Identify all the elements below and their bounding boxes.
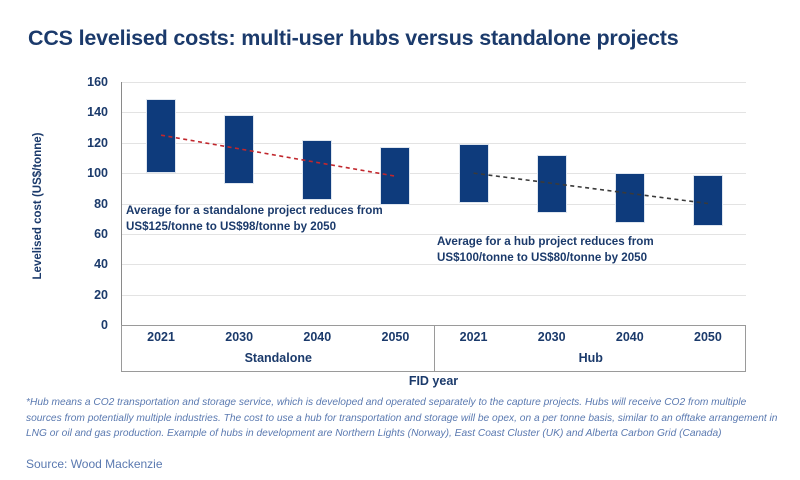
gridline bbox=[122, 264, 746, 266]
x-tick-label: 2021 bbox=[459, 330, 488, 344]
bar-standalone-2021[interactable] bbox=[146, 98, 177, 174]
y-tick-label: 20 bbox=[94, 287, 108, 302]
y-axis-ticks: 160 140 120 100 80 60 40 20 0 bbox=[52, 75, 114, 332]
gridline bbox=[122, 233, 746, 235]
bar-hub-2050[interactable] bbox=[692, 174, 723, 227]
group-label-hub: Hub bbox=[578, 351, 603, 365]
group-divider bbox=[433, 326, 435, 371]
bar-hub-2021[interactable] bbox=[458, 144, 489, 204]
x-tick-label: 2050 bbox=[381, 330, 410, 344]
x-tick-label: 2030 bbox=[225, 330, 254, 344]
y-tick-label: 40 bbox=[94, 257, 108, 272]
x-tick-label: 2040 bbox=[303, 330, 332, 344]
x-tick-label: 2040 bbox=[615, 330, 644, 344]
chart-plot-wrapper: Levelised cost (US$/tonne) 160 140 120 100 8… bbox=[32, 75, 746, 388]
gridline bbox=[122, 173, 746, 175]
y-tick-label: 80 bbox=[94, 196, 108, 211]
gridline bbox=[122, 112, 746, 114]
gridline bbox=[122, 294, 746, 296]
bar-hub-2040[interactable] bbox=[614, 173, 645, 224]
annotation-hub: Average for a hub project reduces from U… bbox=[437, 235, 654, 264]
annotation-standalone: Average for a standalone project reduces… bbox=[126, 204, 383, 233]
gridline bbox=[122, 82, 746, 83]
y-tick-label: 120 bbox=[87, 135, 108, 150]
gridline bbox=[122, 203, 746, 205]
x-axis-band: 2021 2030 2040 2050 Standalone 2021 2030 2040 20… bbox=[121, 325, 746, 372]
bar-standalone-2040[interactable] bbox=[302, 139, 333, 201]
y-tick-label: 100 bbox=[87, 166, 108, 181]
y-tick-label: 0 bbox=[101, 318, 108, 332]
x-tick-label: 2050 bbox=[694, 330, 722, 344]
page-title: CCS levelised costs: multi-user hubs ver… bbox=[28, 26, 679, 50]
x-axis-title: FID year bbox=[408, 374, 459, 388]
bar-hub-2030[interactable] bbox=[536, 154, 567, 213]
footnote-text: *Hub means a CO2 transportation and stor… bbox=[26, 397, 778, 439]
plot-area bbox=[121, 82, 746, 326]
gridline bbox=[122, 142, 746, 144]
bar-standalone-2030[interactable] bbox=[224, 115, 255, 184]
y-axis-title: Levelised cost (US$/tonne) bbox=[32, 132, 44, 280]
bar-standalone-2050[interactable] bbox=[380, 147, 411, 205]
source-line: Source: Wood Mackenzie bbox=[26, 457, 163, 471]
y-tick-label: 160 bbox=[87, 75, 108, 89]
group-label-standalone: Standalone bbox=[244, 351, 312, 365]
x-tick-label: 2021 bbox=[147, 330, 175, 344]
y-tick-label: 140 bbox=[87, 105, 108, 120]
y-tick-label: 60 bbox=[94, 226, 108, 241]
x-tick-label: 2030 bbox=[537, 330, 566, 344]
